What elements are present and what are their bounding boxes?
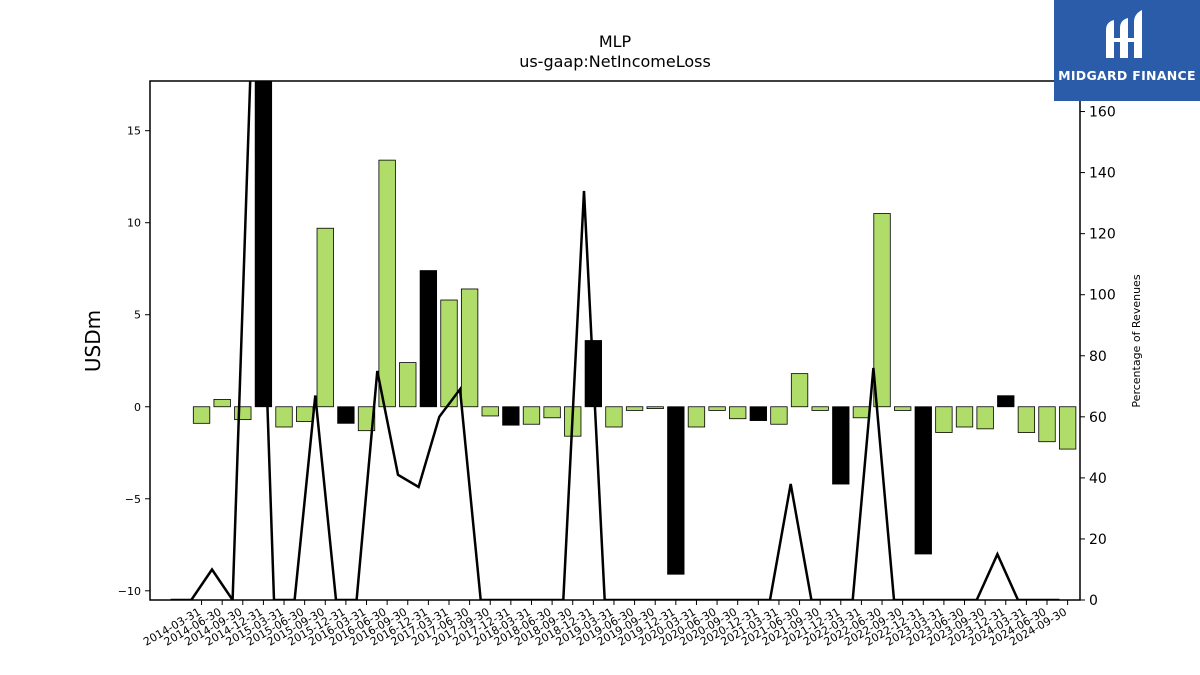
chart-title: MLP [598,32,632,51]
y-tick-label: 10 [127,217,141,230]
axes-layer [149,80,1081,601]
bar-2023-12-31 [997,395,1015,408]
bar-2016-06-30 [378,159,396,408]
y2-tick-label: 140 [1089,166,1116,182]
y2-tick-label: 120 [1089,227,1116,243]
y2-tick-label: 60 [1089,410,1107,426]
ticks-layer: −10−50510150204060801001201401602014-03-… [118,105,1116,649]
bar-2017-06-30 [460,288,479,408]
y2-tick-label: 80 [1089,349,1107,365]
bars-layer [192,81,1077,575]
bar-2016-09-30 [399,362,417,408]
bar-2022-06-30 [873,213,891,408]
y-tick-label: 15 [127,125,141,138]
y2-tick-label: 0 [1089,593,1098,609]
bar-2015-06-30 [296,406,314,422]
bar-2021-12-31 [832,406,850,485]
bar-2017-12-31 [502,406,520,426]
bar-2014-09-30 [234,406,252,421]
bar-2021-09-30 [811,406,829,411]
y-axis-label: USDm [81,310,105,372]
bar-2014-03-31 [192,406,211,424]
y2-tick-label: 40 [1089,471,1107,487]
bar-2024-06-30 [1038,406,1056,443]
line-layer [170,81,1060,600]
percentage-line [170,81,1060,600]
bar-2023-09-30 [976,406,994,430]
bar-2015-03-31 [275,406,293,428]
brand-name: MIDGARD FINANCE [1058,68,1196,83]
bar-2020-09-30 [729,406,747,420]
bar-2022-03-31 [852,406,871,419]
bar-2022-09-30 [894,406,912,411]
y2-axis-label: Percentage of Revenues [1130,274,1143,407]
bar-2020-03-31 [687,406,706,428]
brand-logo: MIDGARD FINANCE [1054,0,1200,101]
chart-subtitle: us-gaap:NetIncomeLoss [519,52,711,71]
y-tick-label: −5 [125,493,141,506]
bar-2017-03-31 [440,299,458,408]
bar-2019-12-31 [667,406,685,575]
bar-2021-06-30 [790,373,809,408]
bar-2018-06-30 [543,406,561,419]
y2-tick-label: 20 [1089,532,1107,548]
bar-2015-09-30 [316,227,334,408]
bar-2020-12-31 [749,406,767,421]
y-tick-label: 5 [134,309,141,322]
bar-2021-03-31 [770,406,788,425]
midgard-logo-icon [1106,10,1142,58]
bar-2018-03-31 [522,406,541,425]
bar-2019-09-30 [646,406,664,409]
y-tick-label: 0 [134,401,141,414]
bar-2022-12-31 [914,406,932,555]
bar-2024-09-30 [1058,406,1077,450]
y2-tick-label: 160 [1089,105,1116,121]
bar-2019-06-30 [625,406,644,411]
bar-2023-03-31 [935,406,953,433]
y2-tick-label: 100 [1089,288,1116,304]
y-tick-label: −10 [118,585,141,598]
bar-2020-06-30 [708,406,726,411]
bar-2024-03-31 [1017,406,1036,433]
bar-2015-12-31 [337,406,355,424]
bar-2023-06-30 [955,406,974,428]
bar-2019-03-31 [605,406,623,428]
bar-2016-03-31 [357,406,376,432]
bar-2016-12-31 [419,270,438,408]
bar-2017-09-30 [481,406,499,417]
bar-2014-06-30 [213,398,231,408]
plot-frame [149,80,1081,601]
